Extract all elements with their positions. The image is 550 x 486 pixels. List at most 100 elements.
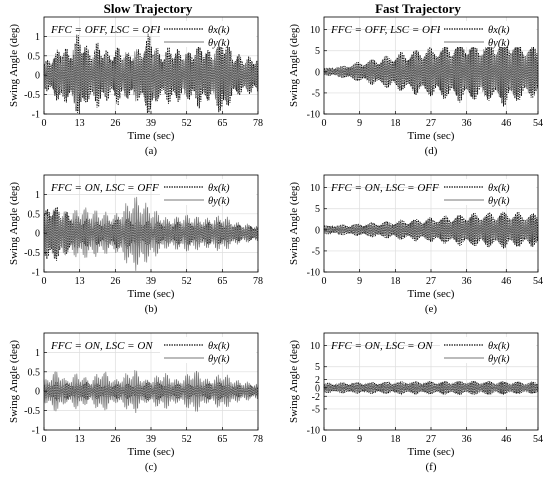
x-axis-label: Time (sec) xyxy=(128,288,175,300)
x-tick-label: 39 xyxy=(146,118,156,129)
legend-label: θx(k) xyxy=(208,341,230,352)
condition-annotation: FFC = OFF, LSC = OFF xyxy=(330,24,444,36)
x-tick-label: 46 xyxy=(501,434,511,445)
x-tick-label: 36 xyxy=(462,276,472,287)
x-tick-label: 0 xyxy=(42,434,47,445)
x-tick-label: 9 xyxy=(357,276,362,287)
legend-box xyxy=(160,179,256,205)
y-tick-label: -1 xyxy=(32,426,40,437)
y-tick-label: -5 xyxy=(312,404,320,415)
series-line-theta-y xyxy=(43,370,259,414)
legend-label: θy(k) xyxy=(208,38,230,49)
x-tick-label: 9 xyxy=(357,118,362,129)
condition-annotation: FFC = ON, LSC = ON xyxy=(330,340,433,352)
series-line-theta-y xyxy=(323,45,539,98)
x-axis-label: Time (sec) xyxy=(408,446,455,458)
x-axis-label: Time (sec) xyxy=(128,446,175,458)
x-axis-label: Time (sec) xyxy=(128,130,175,142)
x-tick-label: 27 xyxy=(426,276,436,287)
x-tick-label: 0 xyxy=(322,118,327,129)
y-tick-label: 5 xyxy=(315,204,320,215)
y-tick-label: -0.5 xyxy=(24,90,40,101)
y-tick-label: -10 xyxy=(307,426,320,437)
series-line-theta-y xyxy=(43,196,259,271)
x-tick-label: 65 xyxy=(217,434,227,445)
y-tick-label: 1 xyxy=(35,32,40,43)
x-tick-label: 27 xyxy=(426,434,436,445)
panel-label: (b) xyxy=(145,303,158,315)
x-tick-label: 13 xyxy=(75,434,85,445)
condition-annotation: FFC = ON, LSC = OFF xyxy=(330,182,439,194)
y-axis-label: Swing Angle (deg) xyxy=(8,182,20,265)
x-tick-label: 0 xyxy=(42,118,47,129)
y-tick-label: 0.5 xyxy=(28,209,41,220)
y-axis-label: Swing Angle (deg) xyxy=(8,340,20,423)
legend-label: θx(k) xyxy=(488,341,510,352)
y-tick-label: -10 xyxy=(307,268,320,279)
legend-box xyxy=(160,337,256,363)
x-tick-label: 18 xyxy=(390,118,400,129)
y-tick-label: 10 xyxy=(310,25,320,36)
panel-label: (c) xyxy=(145,461,158,473)
x-tick-label: 9 xyxy=(357,434,362,445)
legend-box xyxy=(440,179,536,205)
y-tick-label: 10 xyxy=(310,183,320,194)
column-title-slow: Slow Trajectory xyxy=(104,1,193,16)
x-tick-label: 39 xyxy=(146,434,156,445)
legend-label: θx(k) xyxy=(488,25,510,36)
condition-annotation: FFC = OFF, LSC = OFF xyxy=(50,24,164,36)
x-tick-label: 0 xyxy=(322,434,327,445)
y-tick-label: 0.5 xyxy=(28,367,41,378)
x-tick-label: 78 xyxy=(253,434,263,445)
legend-box xyxy=(440,337,536,363)
y-tick-label: -1 xyxy=(32,268,40,279)
series-line-theta-y xyxy=(323,215,539,244)
legend-box xyxy=(160,21,256,47)
x-tick-label: 52 xyxy=(182,276,192,287)
x-tick-label: 65 xyxy=(217,276,227,287)
x-tick-label: 65 xyxy=(217,118,227,129)
y-tick-label: 5 xyxy=(315,362,320,373)
y-tick-label: 0 xyxy=(315,383,320,394)
y-tick-label: 1 xyxy=(35,190,40,201)
y-tick-label: 0 xyxy=(315,67,320,78)
y-tick-label: 1 xyxy=(35,348,40,359)
y-tick-label: 0 xyxy=(35,229,40,240)
panel-label: (f) xyxy=(426,461,437,473)
x-tick-label: 78 xyxy=(253,118,263,129)
x-tick-label: 52 xyxy=(182,118,192,129)
x-axis-label: Time (sec) xyxy=(408,130,455,142)
y-tick-label: -5 xyxy=(312,246,320,257)
series-line-theta-y xyxy=(43,45,259,107)
x-tick-label: 0 xyxy=(42,276,47,287)
y-tick-label: 5 xyxy=(315,46,320,57)
x-tick-label: 36 xyxy=(462,118,472,129)
legend-label: θy(k) xyxy=(488,196,510,207)
x-tick-label: 54 xyxy=(533,118,543,129)
x-tick-label: 13 xyxy=(75,276,85,287)
x-tick-label: 18 xyxy=(390,276,400,287)
y-axis-label: Swing Angle (deg) xyxy=(288,24,300,107)
y-tick-label: -1 xyxy=(32,110,40,121)
legend-label: θy(k) xyxy=(488,38,510,49)
condition-annotation: FFC = ON, LSC = ON xyxy=(50,340,153,352)
legend-label: θx(k) xyxy=(488,183,510,194)
legend-box xyxy=(440,21,536,47)
legend-label: θx(k) xyxy=(208,183,230,194)
panel-label: (a) xyxy=(145,145,158,157)
y-tick-label: 0.5 xyxy=(28,51,41,62)
x-tick-label: 39 xyxy=(146,276,156,287)
panel-label: (d) xyxy=(425,145,438,157)
y-tick-label: 0 xyxy=(35,71,40,82)
x-tick-label: 54 xyxy=(533,276,543,287)
x-tick-label: 54 xyxy=(533,434,543,445)
y-tick-label: -5 xyxy=(312,88,320,99)
y-tick-label: -0.5 xyxy=(24,248,40,259)
x-tick-label: 26 xyxy=(110,118,120,129)
x-tick-label: 46 xyxy=(501,276,511,287)
y-tick-label: -0.5 xyxy=(24,406,40,417)
x-tick-label: 52 xyxy=(182,434,192,445)
y-tick-label: -2 xyxy=(312,392,320,403)
legend-label: θy(k) xyxy=(208,196,230,207)
legend-label: θy(k) xyxy=(208,354,230,365)
